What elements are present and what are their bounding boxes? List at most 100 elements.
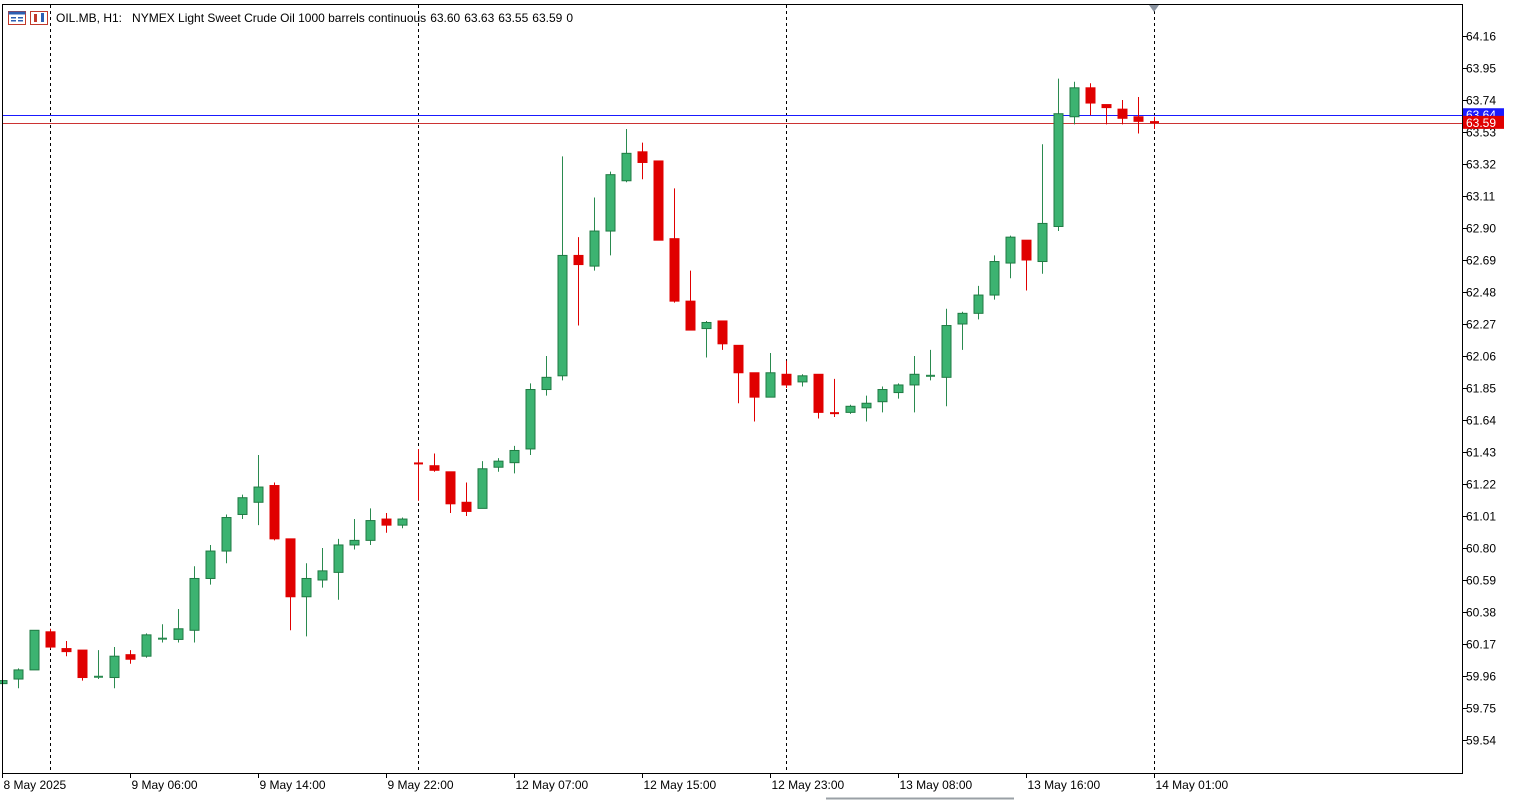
candle-body xyxy=(77,649,88,679)
y-tick-label: 60.38 xyxy=(1466,606,1496,620)
candle-body xyxy=(237,497,248,515)
candle xyxy=(125,650,136,664)
candle-body xyxy=(589,230,600,267)
candle xyxy=(397,517,408,529)
candle xyxy=(525,383,536,456)
candle xyxy=(61,640,72,657)
candle-body xyxy=(717,320,728,345)
y-tick-label: 62.27 xyxy=(1466,318,1496,332)
candle-body xyxy=(1069,87,1080,118)
y-tick-label: 59.75 xyxy=(1466,702,1496,716)
candle xyxy=(941,308,952,407)
candle-body xyxy=(621,152,632,182)
candle-body xyxy=(1053,113,1064,227)
candle-body xyxy=(941,325,952,378)
candle-body xyxy=(1021,239,1032,261)
candle-body xyxy=(1037,222,1048,263)
candle xyxy=(1053,78,1064,232)
candle xyxy=(365,508,376,545)
candle xyxy=(589,197,600,271)
candle xyxy=(429,453,440,472)
candle-body xyxy=(733,344,744,374)
candle-body xyxy=(381,518,392,526)
chart-window-icon[interactable] xyxy=(8,11,26,25)
x-tick-label: 8 May 2025 xyxy=(4,778,67,792)
candle-body xyxy=(205,550,216,579)
candle xyxy=(909,356,920,413)
candle-body xyxy=(397,518,408,526)
candle-body xyxy=(685,300,696,331)
candle xyxy=(717,320,728,350)
candle xyxy=(781,360,792,388)
candle-body xyxy=(701,321,712,330)
candle-body xyxy=(541,376,552,391)
candle-body xyxy=(653,160,664,241)
candle-body xyxy=(317,570,328,581)
close-value: 63.59 xyxy=(532,11,563,25)
candle xyxy=(45,628,56,649)
candle xyxy=(13,668,24,689)
candle-body xyxy=(109,655,120,679)
candles xyxy=(0,78,1159,689)
y-tick-label: 63.32 xyxy=(1466,158,1496,172)
candle-body xyxy=(509,449,520,464)
candle-body xyxy=(669,238,680,302)
candle-body xyxy=(525,389,536,450)
symbol-properties-icon[interactable] xyxy=(30,11,48,25)
candle-body xyxy=(877,389,888,403)
candle-body xyxy=(493,460,504,468)
candle-body xyxy=(637,151,648,163)
candle xyxy=(1037,144,1048,274)
candle-body xyxy=(989,261,1000,296)
x-tick-label: 9 May 14:00 xyxy=(260,778,326,792)
candle xyxy=(957,311,968,350)
candle xyxy=(29,629,40,671)
candle-body xyxy=(349,539,360,546)
candle-body xyxy=(221,517,232,552)
candle xyxy=(381,512,392,533)
candle xyxy=(269,482,280,541)
candle-body xyxy=(141,634,152,657)
candle xyxy=(605,171,616,256)
candle xyxy=(158,624,167,643)
candle xyxy=(557,156,568,381)
candle xyxy=(301,563,312,637)
chart-header: OIL.MB, H1: NYMEX Light Sweet Crude Oil … xyxy=(8,9,577,27)
candle-body xyxy=(269,485,280,540)
candle xyxy=(77,649,88,681)
candle xyxy=(349,519,360,550)
candle xyxy=(1101,104,1112,125)
candle xyxy=(0,679,8,687)
candle xyxy=(813,373,824,419)
y-tick-label: 61.85 xyxy=(1466,382,1496,396)
candle-body xyxy=(957,312,968,325)
x-tick-label: 9 May 22:00 xyxy=(388,778,454,792)
y-tick-label: 61.22 xyxy=(1466,478,1496,492)
candle xyxy=(926,349,935,381)
chart-shift-marker xyxy=(1149,5,1159,12)
bid-price-tag: 63.59 xyxy=(1463,115,1504,130)
symbol-description: NYMEX Light Sweet Crude Oil 1000 barrels… xyxy=(132,11,427,25)
candle xyxy=(733,344,744,404)
candle xyxy=(285,538,296,631)
candle-body xyxy=(605,174,616,232)
candle-body xyxy=(333,544,344,573)
candle-body xyxy=(445,471,456,505)
y-tick-label: 60.80 xyxy=(1466,542,1496,556)
candle xyxy=(973,285,984,320)
price-lines xyxy=(3,115,1462,124)
candle-body xyxy=(365,520,376,541)
candle xyxy=(317,548,328,588)
candle xyxy=(414,448,423,501)
candle-body xyxy=(1133,116,1144,122)
candle xyxy=(461,482,472,516)
candle-body xyxy=(765,372,776,398)
y-tick-label: 60.59 xyxy=(1466,574,1496,588)
bid-price-tag-text: 63.59 xyxy=(1466,116,1496,130)
y-tick-label: 63.11 xyxy=(1466,190,1495,204)
candle xyxy=(1005,235,1016,279)
candle-body xyxy=(893,384,904,394)
candle-body xyxy=(861,402,872,409)
